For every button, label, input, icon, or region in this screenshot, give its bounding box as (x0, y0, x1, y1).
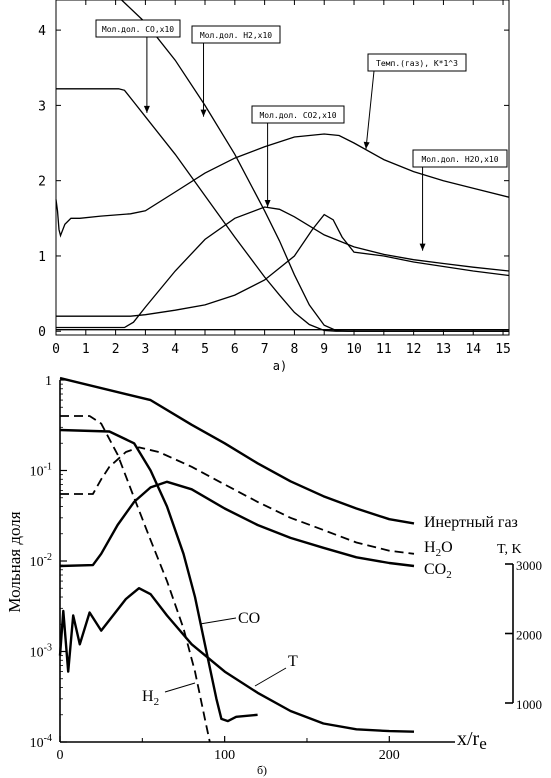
panel-a-annotation-box (95, 19, 181, 38)
panel-b-ylabel: Мольная доля (5, 511, 24, 612)
panel-b-lines (58, 376, 415, 743)
panel-b-caption: б) (257, 763, 267, 777)
panel-a-ytick-label: 0 (38, 325, 46, 340)
panel-a-ytick-label: 3 (38, 99, 46, 114)
panel-b-series-line-co2 (59, 480, 415, 568)
panel-a-xtick-label: 12 (406, 342, 422, 357)
panel-a-annotation-label: Мол.дол. CO,x10 (102, 25, 174, 34)
panel-a-ytick-label: 4 (38, 24, 46, 39)
panel-b-series-label-co: CO (238, 610, 260, 627)
panel-a-xtick-label: 13 (436, 342, 452, 357)
panel-a-annotation-label: Мол.дол. H2,x10 (200, 31, 272, 40)
panel-a-xtick-label: 14 (465, 342, 481, 357)
panel-b-ytick-label: 10-4 (30, 733, 52, 751)
panel-a-annotation-box (367, 53, 467, 72)
panel-a-xtick-label: 6 (231, 342, 239, 357)
panel-b-xtick-label: 100 (214, 748, 235, 763)
panel-a-xtick-label: 10 (346, 342, 362, 357)
panel-b-xlabel: x/re (457, 728, 487, 753)
panel-a-xtick-label: 15 (495, 342, 511, 357)
panel-b-right-tick-label: 2000 (516, 628, 542, 643)
panel-a-series-line-3 (55, 133, 510, 238)
panel-b-label-leader-h2 (164, 682, 196, 693)
panel-b-series-line-h2 (60, 415, 211, 743)
panel-a-xtick-label: 4 (171, 342, 179, 357)
panel-b-series-label-co2: CO2 (424, 561, 452, 581)
panel-a-xtick-label: 11 (376, 342, 392, 357)
panel-a-annotations: Мол.дол. CO,x10 Мол.дол. H2,x10 Мол.дол. C… (95, 19, 508, 251)
panel-a-series-line-4 (56, 206, 510, 329)
panel-a-annotation-arrow (264, 200, 271, 208)
panel-a-annotation-label: Темп.(газ), K*1^3 (376, 59, 458, 68)
panel-b-right-tick-label: 3000 (516, 558, 542, 573)
panel-a-xtick-label: 5 (201, 342, 209, 357)
panel-a-ytick-label: 2 (38, 175, 46, 190)
panel-b-series-label-t: T (288, 653, 298, 670)
panel-b-chart: 0 100 200 1 10-1 10-2 10-3 10-4 Инертный газ H2O… (5, 374, 542, 777)
panel-a-annotation-arrow (419, 243, 426, 251)
panel-b-label-leader-co (199, 617, 237, 625)
panel-b-label-leader-t (254, 667, 287, 687)
panel-b-series-line-t (58, 587, 415, 733)
panel-b-ticks: 0 100 200 1 10-1 10-2 10-3 10-4 (30, 374, 400, 763)
panel-a-series-line-1 (56, 88, 509, 332)
panel-a-lines (55, 0, 510, 332)
panel-a-annotation-arrow (200, 109, 207, 117)
panel-a-xtick-label: 1 (82, 342, 90, 357)
panel-b-ytick-label: 10-3 (30, 643, 52, 661)
panel-b-ytick-label: 1 (45, 374, 52, 389)
panel-b-series-label-h2: H2 (142, 688, 159, 708)
panel-a-annotation-arrow (363, 141, 370, 150)
panel-a-caption: а) (273, 359, 287, 373)
panel-b-ytick-label: 10-1 (30, 462, 52, 480)
panel-a-series-line-2 (121, 0, 509, 332)
panel-a-xtick-label: 3 (141, 342, 149, 357)
panel-a-xtick-label: 8 (291, 342, 299, 357)
panel-a-ytick-label: 1 (38, 250, 46, 265)
panel-b-xtick-label: 0 (57, 748, 64, 763)
panel-b-right-axis-label: T, K (497, 542, 522, 557)
panel-b-series-label-h2o: H2O (424, 539, 453, 559)
panel-b-series-line-инертный-газ (59, 376, 415, 525)
panel-a-annotation-box (191, 25, 281, 44)
panel-b-series-line-h2o (60, 446, 415, 555)
panel-a-annotation-label: Мол.дол. CO2,x10 (259, 111, 336, 120)
panel-a-annotation-box (412, 149, 508, 168)
panel-a-annotation-arrow (143, 105, 150, 113)
panel-b-right-tick-label: 1000 (516, 697, 542, 712)
panel-b-series-line-co (59, 428, 258, 723)
panel-a-xtick-label: 9 (320, 342, 328, 357)
panel-a-xtick-label: 7 (261, 342, 269, 357)
panel-b-series-label-инертный-газ: Инертный газ (424, 514, 518, 531)
panel-a-series-line-5 (56, 213, 510, 317)
panel-a-annotation-label: Мол.дол. H2O,x10 (421, 155, 498, 164)
panel-b-xtick-label: 200 (379, 748, 400, 763)
panel-a-frame (55, 0, 510, 336)
panel-a-xtick-label: 0 (52, 342, 60, 357)
panel-b-ytick-label: 10-2 (30, 552, 52, 570)
panel-a-annotation-leader (365, 70, 375, 150)
panel-a-xtick-label: 2 (112, 342, 120, 357)
panel-a-annotation-box (251, 105, 345, 124)
